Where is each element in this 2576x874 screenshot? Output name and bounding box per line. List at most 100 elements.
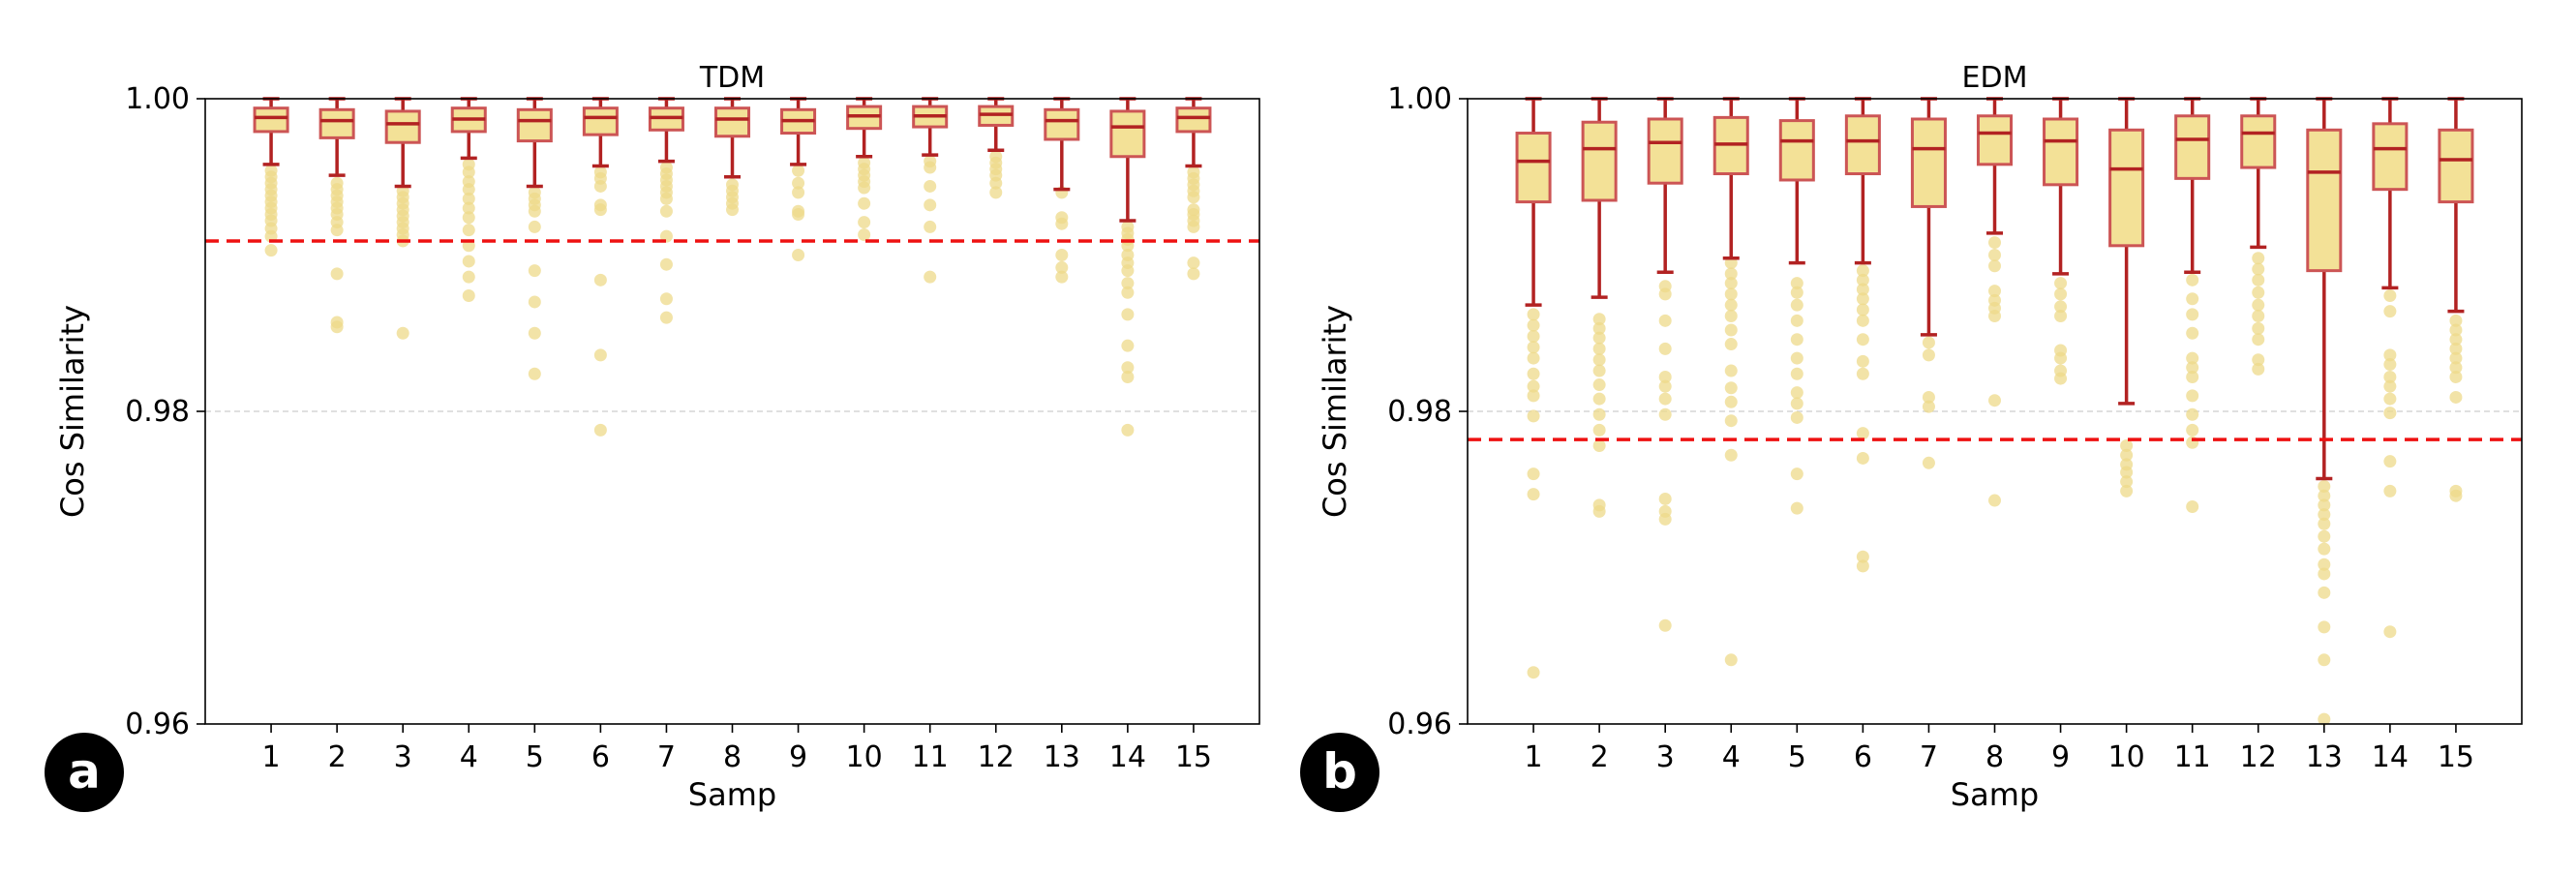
panel-b-outlier-point bbox=[1658, 370, 1672, 383]
panel-b-box-body bbox=[2043, 117, 2079, 187]
panel-b-outlier-point bbox=[1527, 308, 1540, 321]
panel-b-outlier-point bbox=[1922, 456, 1935, 469]
panel-b-outlier-point bbox=[2252, 333, 2265, 347]
panel-a-ytick-label: 1.00 bbox=[125, 82, 190, 116]
panel-b-outlier-point bbox=[2186, 308, 2199, 321]
panel-b-outlier-point bbox=[2252, 321, 2265, 335]
panel-b-xlabel: Samp bbox=[1951, 776, 2039, 813]
panel-a-xtick-label: 9 bbox=[789, 740, 807, 774]
panel-b-outlier-point bbox=[1724, 395, 1738, 408]
panel-b-outlier-point bbox=[1592, 407, 1606, 421]
panel-b-xtick-label: 7 bbox=[1920, 740, 1938, 774]
panel-b-outlier-point bbox=[1922, 348, 1935, 362]
panel-a-outlier-point bbox=[330, 320, 344, 334]
panel-a-xtick-label: 8 bbox=[723, 740, 742, 774]
panel-b-outlier-point bbox=[1790, 314, 1803, 327]
panel-a-xtick-label: 10 bbox=[846, 740, 883, 774]
panel-a-outlier-point bbox=[858, 181, 871, 195]
panel-a-xtick-label: 13 bbox=[1044, 740, 1080, 774]
panel-b-outlier-point bbox=[2449, 351, 2463, 365]
panel-a-box-3 bbox=[384, 97, 421, 340]
panel-b-title: EDM bbox=[1962, 61, 2028, 95]
panel-b-outlier-point bbox=[2186, 273, 2199, 286]
panel-a-outlier-point bbox=[462, 166, 475, 179]
panel-a-outlier-point bbox=[528, 326, 541, 340]
panel-a-box-body bbox=[1109, 109, 1146, 159]
panel-a-outlier-point bbox=[858, 216, 871, 229]
panel-a-outlier-point bbox=[924, 198, 937, 212]
panel-a-box-body bbox=[318, 107, 355, 139]
panel-a-outlier-point bbox=[462, 211, 475, 225]
panel-b-outlier-point bbox=[1922, 400, 1935, 413]
panel-b-outlier-point bbox=[1592, 392, 1606, 406]
panel-a-outlier-point bbox=[989, 186, 1003, 199]
panel-b-outlier-point bbox=[2318, 558, 2331, 571]
panel-b-outlier-point bbox=[1724, 448, 1738, 462]
panel-a-outlier-point bbox=[659, 257, 673, 271]
panel-a-outlier-point bbox=[462, 183, 475, 196]
panel-b-outlier-point bbox=[1592, 439, 1606, 453]
panel-a-outlier-point bbox=[1121, 264, 1135, 278]
panel-b-outlier-point bbox=[2449, 333, 2463, 347]
panel-a-xtick-label: 12 bbox=[978, 740, 1015, 774]
panel-b-outlier-point bbox=[2449, 390, 2463, 404]
panel-b-outlier-point bbox=[1658, 392, 1672, 406]
panel-b-outlier-point bbox=[1856, 559, 1869, 573]
panel-b-outlier-point bbox=[1658, 492, 1672, 505]
panel-a-outlier-point bbox=[924, 270, 937, 284]
panel-b-xtick-label: 8 bbox=[1985, 740, 2004, 774]
panel-a-outlier-point bbox=[792, 186, 805, 199]
panel-b-outlier-point bbox=[2449, 370, 2463, 383]
panel-a-ytick-label: 0.98 bbox=[125, 395, 190, 429]
panel-b-outlier-point bbox=[2120, 439, 2134, 453]
panel-b-box-body bbox=[1844, 114, 1881, 176]
panel-b-box-body bbox=[2108, 128, 2145, 248]
panel-b-box-1 bbox=[1515, 97, 1552, 679]
panel-a-outlier-point bbox=[1121, 277, 1135, 290]
panel-b-box-3 bbox=[1647, 97, 1683, 632]
panel-a-box-body bbox=[516, 107, 553, 143]
panel-a-outlier-point bbox=[1187, 256, 1200, 270]
panel-a-outlier-point bbox=[264, 244, 278, 257]
panel-b-outlier-point bbox=[2318, 508, 2331, 522]
panel-b-outlier-point bbox=[1592, 504, 1606, 518]
panel-a-xtick-label: 7 bbox=[657, 740, 676, 774]
panel-b-xtick-label: 9 bbox=[2051, 740, 2070, 774]
panel-a-outlier-point bbox=[659, 204, 673, 218]
panel-b-outlier-point bbox=[2383, 625, 2397, 639]
panel-a-box-body bbox=[1175, 106, 1212, 134]
panel-b-box-9 bbox=[2043, 97, 2079, 385]
panel-b-outlier-point bbox=[1724, 414, 1738, 428]
panel-b-outlier-point bbox=[2383, 358, 2397, 372]
panel-b-outlier-point bbox=[2252, 309, 2265, 322]
panel-b-outlier-point bbox=[1724, 364, 1738, 377]
panel-b-outlier-point bbox=[1658, 287, 1672, 301]
panel-a-outlier-point bbox=[1187, 220, 1200, 233]
panel-a-outlier-point bbox=[462, 224, 475, 237]
panel-b-outlier-point bbox=[1527, 351, 1540, 365]
panel-b-outlier-point bbox=[2383, 348, 2397, 362]
panel-a-outlier-point bbox=[1055, 249, 1069, 261]
panel-a-outlier-point bbox=[330, 224, 344, 237]
panel-a-outlier-point bbox=[593, 203, 607, 217]
panel-b-outlier-point bbox=[2383, 407, 2397, 420]
panel-b-outlier-point bbox=[1724, 277, 1738, 290]
panel-b-outlier-point bbox=[2120, 448, 2134, 462]
panel-a-outlier-point bbox=[659, 311, 673, 324]
panel-b-box-body bbox=[1976, 114, 2014, 166]
panel-b-box-11 bbox=[2174, 97, 2211, 514]
panel-b-box-body bbox=[2438, 128, 2474, 204]
panel-b-outlier-point bbox=[1856, 314, 1869, 327]
panel-a-box-6 bbox=[582, 97, 619, 437]
panel-b-box-body bbox=[1647, 117, 1683, 185]
panel-a-box-body bbox=[713, 106, 751, 138]
panel-b-xtick-label: 2 bbox=[1591, 740, 1609, 774]
panel-a-outlier-point bbox=[792, 164, 805, 177]
panel-b-outlier-point bbox=[1988, 236, 2001, 250]
panel-a-box-body bbox=[253, 106, 289, 134]
panel-a-xlabel: Samp bbox=[688, 776, 776, 813]
panel-a-xtick-label: 6 bbox=[591, 740, 610, 774]
panel-b-outlier-point bbox=[1988, 494, 2001, 507]
panel-b-outlier-point bbox=[2252, 286, 2265, 299]
panel-a-outlier-point bbox=[462, 270, 475, 284]
